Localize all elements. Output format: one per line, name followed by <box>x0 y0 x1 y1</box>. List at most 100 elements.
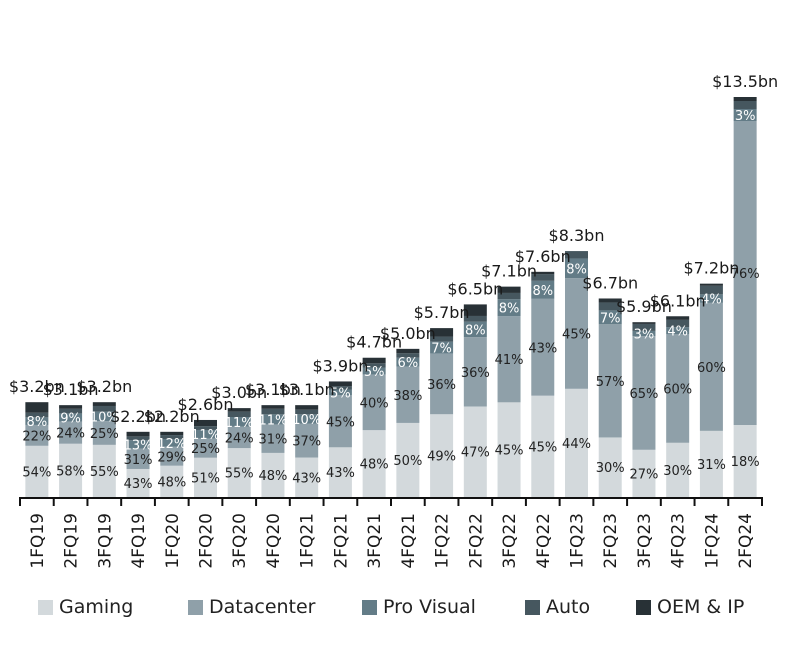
bar-segment-datacenter <box>396 366 420 423</box>
bar-segment-oem-ip <box>328 381 352 387</box>
segment-label-pro-visual: 8% <box>465 323 486 338</box>
bar-segment-auto <box>126 436 150 441</box>
total-label: $7.2bn <box>683 259 739 278</box>
bar-segment-auto <box>261 408 285 415</box>
total-label: $4.7bn <box>346 333 402 352</box>
segment-label-gaming: 55% <box>90 465 119 480</box>
segment-label-datacenter: 25% <box>90 427 119 442</box>
bar-segment-pro-visual <box>733 109 757 121</box>
bar-segment-gaming <box>92 444 116 497</box>
x-tick-label: 4FQ22 <box>534 513 554 569</box>
bar-segment-datacenter <box>666 334 690 443</box>
bar-segment-pro-visual <box>227 417 251 427</box>
bar-segment-pro-visual <box>92 411 116 422</box>
legend-item-gaming: Gaming <box>38 596 133 618</box>
total-label: $5.9bn <box>616 297 672 316</box>
segment-label-pro-visual: 12% <box>157 437 186 452</box>
bar-segment-pro-visual <box>160 438 184 447</box>
x-tick-label: 1FQ19 <box>28 513 48 569</box>
bar-segment-oem-ip <box>531 271 555 275</box>
segment-label-datacenter: 31% <box>259 433 288 448</box>
bar-segment-auto <box>362 363 386 368</box>
bar-segment-oem-ip <box>126 431 150 437</box>
bar-segment-datacenter <box>699 302 723 431</box>
segment-label-datacenter: 45% <box>562 327 591 342</box>
bar-segment-pro-visual <box>463 321 487 338</box>
segment-label-datacenter: 36% <box>427 378 456 393</box>
segment-label-pro-visual: 7% <box>431 342 452 357</box>
legend-label: Pro Visual <box>383 596 476 618</box>
legend-label: OEM & IP <box>657 596 745 618</box>
x-tick-label: 4FQ21 <box>399 513 419 569</box>
bar-segment-oem-ip <box>194 419 217 427</box>
bar-segment-auto <box>565 251 588 259</box>
segment-label-gaming: 30% <box>663 464 692 479</box>
segment-label-datacenter: 40% <box>360 396 389 411</box>
segment-label-pro-visual: 11% <box>191 428 220 443</box>
bar-segment-pro-visual <box>497 299 521 317</box>
bar-segment-auto <box>396 353 420 358</box>
bar-segment-gaming <box>261 452 285 497</box>
segment-label-pro-visual: 4% <box>701 293 722 308</box>
bar-segment-gaming <box>733 425 757 497</box>
total-label: $5.7bn <box>414 303 470 322</box>
bar-segment-datacenter <box>531 298 555 396</box>
segment-label-datacenter: 24% <box>56 427 85 442</box>
total-label: $13.5bn <box>712 72 778 91</box>
legend-item-pro-visual: Pro Visual <box>362 596 476 618</box>
x-tick-label: 1FQ24 <box>702 513 722 569</box>
x-tick-label: 2FQ24 <box>736 513 756 569</box>
x-axis: 1FQ19 2FQ19 3FQ19 4FQ19 1FQ20 2FQ20 3FQ20 4FQ20… <box>19 497 763 569</box>
segment-label-datacenter: 43% <box>528 341 557 356</box>
legend-label: Auto <box>546 596 591 618</box>
bar-segment-datacenter <box>565 278 588 389</box>
bar-segment-auto <box>531 274 555 281</box>
legend-swatch <box>525 599 540 615</box>
segment-label-pro-visual: 8% <box>532 284 553 299</box>
bar-segment-oem-ip <box>699 283 723 286</box>
bar-segment-pro-visual <box>328 389 352 396</box>
bar-segment-oem-ip <box>160 431 184 436</box>
bar-segment-pro-visual <box>295 414 319 424</box>
bar-segment-auto <box>295 409 319 415</box>
bar-segment-datacenter <box>194 438 217 458</box>
bar-segment-oem-ip <box>396 348 420 354</box>
bar-segment-datacenter <box>126 448 150 469</box>
segment-label-pro-visual: 8% <box>27 415 48 430</box>
bar-segment-datacenter <box>733 121 757 425</box>
bar-segment-datacenter <box>92 421 116 445</box>
bars-layer <box>25 97 757 497</box>
bar-segment-pro-visual <box>531 280 555 299</box>
bar-segment-pro-visual <box>362 367 386 375</box>
segment-label-datacenter: 45% <box>326 415 355 430</box>
legend-item-datacenter: Datacenter <box>188 596 316 618</box>
bar-segment-auto <box>699 285 723 295</box>
segment-label-datacenter: 37% <box>292 435 321 450</box>
segment-label-pro-visual: 11% <box>259 413 288 428</box>
segment-label-gaming: 31% <box>697 458 726 473</box>
segment-label-pro-visual: 11% <box>225 416 254 431</box>
bar-segment-pro-visual <box>261 414 285 425</box>
segment-label-gaming: 27% <box>630 467 659 482</box>
total-label: $7.1bn <box>481 262 537 281</box>
x-tick-label: 2FQ22 <box>466 513 486 569</box>
total-label: $5.0bn <box>380 324 436 343</box>
bar-segment-auto <box>194 426 217 430</box>
bar-segment-pro-visual <box>666 327 690 335</box>
x-tick-label: 4FQ19 <box>129 513 149 569</box>
total-label: $2.2bn <box>110 407 166 426</box>
x-tick-label: 3FQ20 <box>230 513 250 569</box>
x-tick-label: 4FQ20 <box>264 513 284 569</box>
x-tick-label: 1FQ22 <box>433 513 453 569</box>
legend-item-oem-ip: OEM & IP <box>636 596 744 618</box>
bar-segment-datacenter <box>295 423 319 458</box>
x-tick-label: 1FQ20 <box>163 513 183 569</box>
bar-segment-datacenter <box>328 395 352 448</box>
x-tick-label: 1FQ21 <box>298 513 318 569</box>
segment-label-pro-visual: 9% <box>60 412 81 427</box>
bar-segment-auto <box>463 315 487 322</box>
bar-segment-pro-visual <box>59 413 83 422</box>
bar-segment-oem-ip <box>261 405 285 409</box>
bar-segment-gaming <box>699 430 723 497</box>
bar-segment-pro-visual <box>194 429 217 439</box>
